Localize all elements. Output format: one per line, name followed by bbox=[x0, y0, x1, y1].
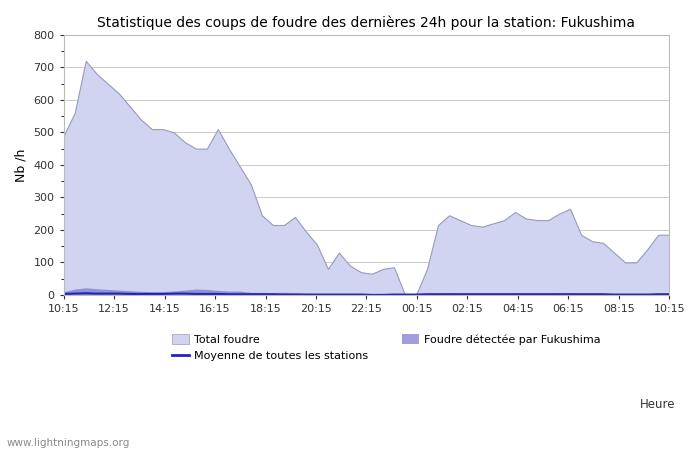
Text: Heure: Heure bbox=[640, 398, 676, 411]
Text: www.lightningmaps.org: www.lightningmaps.org bbox=[7, 438, 130, 448]
Legend: Total foudre, Moyenne de toutes les stations, Foudre détectée par Fukushima: Total foudre, Moyenne de toutes les stat… bbox=[172, 334, 601, 361]
Title: Statistique des coups de foudre des dernières 24h pour la station: Fukushima: Statistique des coups de foudre des dern… bbox=[97, 15, 636, 30]
Y-axis label: Nb /h: Nb /h bbox=[15, 148, 28, 181]
